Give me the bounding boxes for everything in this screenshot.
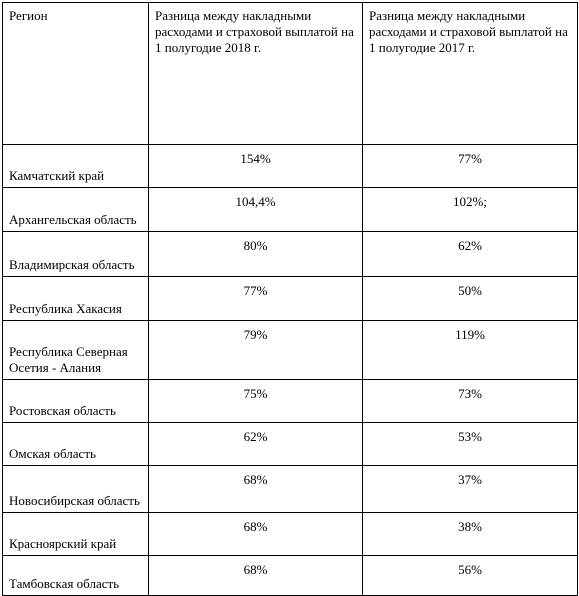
region-cell: Республика Хакасия — [2, 276, 149, 321]
region-cell: Новосибирская область — [2, 465, 149, 513]
value-cell-2018: 68% — [148, 465, 363, 513]
header-label: Разница между накладными расходами и стр… — [369, 8, 568, 55]
region-cell: Владимирская область — [2, 231, 149, 277]
region-cell: Республика Северная Осетия - Алания — [2, 320, 149, 380]
value-cell-2018: 68% — [148, 512, 363, 556]
value-2018: 75% — [243, 386, 268, 401]
value-2017: 73% — [458, 386, 482, 401]
value-cell-2017: 50% — [362, 276, 578, 321]
value-2017: 102%; — [453, 194, 487, 209]
region-name: Архангельская область — [9, 212, 137, 227]
table-row: Омская область 62% 53% — [2, 422, 578, 466]
header-label: Регион — [9, 8, 48, 23]
region-cell: Архангельская область — [2, 187, 149, 232]
value-cell-2018: 79% — [148, 320, 363, 380]
value-2017: 119% — [455, 327, 485, 342]
value-2018: 80% — [243, 238, 268, 253]
region-name: Омская область — [9, 446, 96, 461]
value-2017: 77% — [458, 151, 482, 166]
table-row: Республика Хакасия 77% 50% — [2, 276, 578, 321]
table-row: Владимирская область 80% 62% — [2, 231, 578, 277]
value-cell-2018: 80% — [148, 231, 363, 277]
region-cell: Камчатский край — [2, 144, 149, 188]
value-cell-2017: 38% — [362, 512, 578, 556]
header-row: Регион Разница между накладными расходам… — [2, 2, 578, 145]
table-row: Камчатский край 154% 77% — [2, 144, 578, 188]
value-cell-2018: 75% — [148, 379, 363, 423]
value-2017: 56% — [458, 562, 482, 577]
region-cell: Омская область — [2, 422, 149, 466]
value-2018: 154% — [240, 151, 271, 166]
table-row: Новосибирская область 68% 37% — [2, 465, 578, 513]
header-cell-2017: Разница между накладными расходами и стр… — [362, 2, 578, 145]
value-cell-2018: 154% — [148, 144, 363, 188]
region-name: Владимирская область — [9, 257, 135, 272]
region-name: Тамбовская область — [9, 576, 120, 591]
region-name: Республика Северная Осетия - Алания — [9, 344, 128, 375]
value-cell-2018: 77% — [148, 276, 363, 321]
region-cell: Ростовская область — [2, 379, 149, 423]
region-cell: Тамбовская область — [2, 555, 149, 596]
region-name: Новосибирская область — [9, 493, 140, 508]
value-cell-2017: 73% — [362, 379, 578, 423]
header-label: Разница между накладными расходами и стр… — [155, 8, 354, 55]
value-2018: 68% — [243, 472, 268, 487]
value-cell-2017: 37% — [362, 465, 578, 513]
value-cell-2017: 119% — [362, 320, 578, 380]
value-2017: 62% — [458, 238, 482, 253]
table-row: Красноярский край 68% 38% — [2, 512, 578, 556]
value-cell-2018: 68% — [148, 555, 363, 596]
value-cell-2017: 56% — [362, 555, 578, 596]
value-2017: 50% — [458, 283, 482, 298]
value-2018: 68% — [243, 519, 268, 534]
value-2018: 77% — [243, 283, 268, 298]
table-row: Ростовская область 75% 73% — [2, 379, 578, 423]
value-2018: 68% — [243, 562, 268, 577]
region-name: Республика Хакасия — [9, 301, 122, 316]
value-2018: 79% — [243, 327, 268, 342]
header-cell-region: Регион — [2, 2, 149, 145]
table-row: Архангельская область 104,4% 102%; — [2, 187, 578, 232]
region-name: Камчатский край — [9, 168, 105, 183]
value-cell-2017: 102%; — [362, 187, 578, 232]
region-cell: Красноярский край — [2, 512, 149, 556]
value-2017: 37% — [458, 472, 482, 487]
table-row: Республика Северная Осетия - Алания 79% … — [2, 320, 578, 380]
value-2018: 104,4% — [235, 194, 276, 209]
value-2017: 38% — [458, 519, 482, 534]
value-cell-2018: 62% — [148, 422, 363, 466]
value-2017: 53% — [458, 429, 482, 444]
header-cell-2018: Разница между накладными расходами и стр… — [148, 2, 363, 145]
value-cell-2017: 77% — [362, 144, 578, 188]
value-2018: 62% — [243, 429, 268, 444]
value-cell-2017: 62% — [362, 231, 578, 277]
region-name: Красноярский край — [9, 536, 117, 551]
region-name: Ростовская область — [9, 403, 116, 418]
value-cell-2017: 53% — [362, 422, 578, 466]
value-cell-2018: 104,4% — [148, 187, 363, 232]
table-row: Тамбовская область 68% 56% — [2, 555, 578, 596]
